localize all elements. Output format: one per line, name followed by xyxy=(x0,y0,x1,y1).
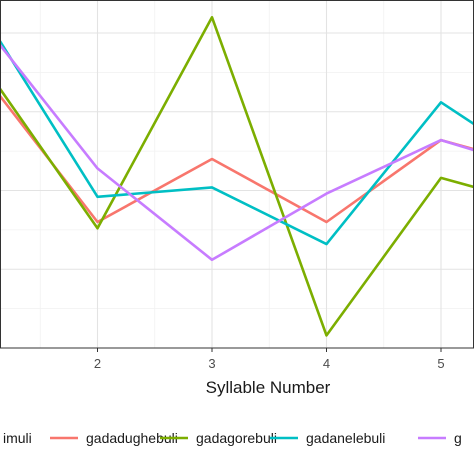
x-axis-ticks: 2 3 4 5 xyxy=(94,348,445,371)
legend-title: imuli xyxy=(3,430,32,446)
x-tick-label: 4 xyxy=(323,356,330,371)
legend-label-gadagorebuli: gadagorebuli xyxy=(196,430,277,446)
legend-label-gadanelebuli: gadanelebuli xyxy=(306,430,385,446)
series-line-g xyxy=(0,42,474,262)
legend-label-gadadughebuli: gadadughebuli xyxy=(86,430,178,446)
legend: imuli gadadughebuli gadagorebuli gadaneleb… xyxy=(3,430,462,446)
x-axis-title: Syllable Number xyxy=(206,378,331,397)
major-gridlines xyxy=(0,0,474,349)
series-lines xyxy=(0,15,474,337)
x-tick-label: 5 xyxy=(437,356,444,371)
series-line-gadanelebuli xyxy=(0,38,474,246)
x-tick-label: 2 xyxy=(94,356,101,371)
legend-label-g: g xyxy=(454,430,462,446)
series-line-gadagorebuli xyxy=(0,15,474,337)
x-tick-label: 3 xyxy=(208,356,215,371)
